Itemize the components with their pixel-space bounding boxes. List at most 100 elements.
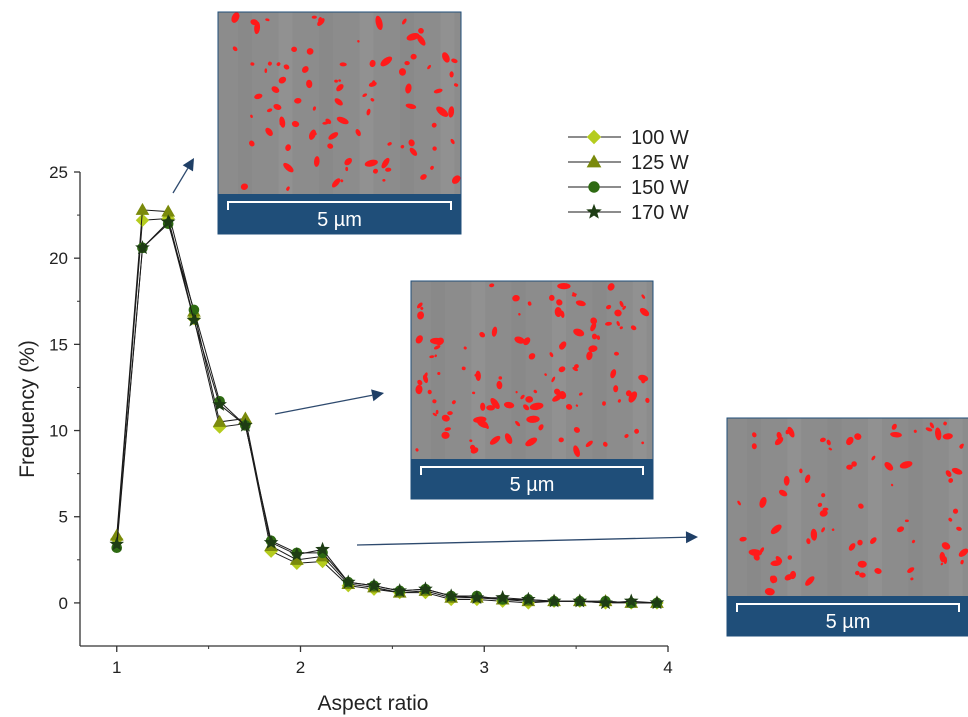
micrograph-inset: 5 µm bbox=[217, 11, 462, 235]
particle bbox=[409, 147, 418, 156]
particle bbox=[477, 419, 489, 428]
particle bbox=[941, 542, 951, 550]
particle bbox=[250, 62, 255, 66]
particle bbox=[436, 106, 449, 117]
legend: 100 W 125 W 150 W 170 W bbox=[568, 127, 689, 224]
particle bbox=[325, 118, 332, 124]
arrow-shaft bbox=[274, 394, 373, 415]
scale-bar-label: 5 µm bbox=[510, 474, 555, 496]
particle bbox=[470, 444, 476, 450]
particle bbox=[387, 142, 392, 146]
particle bbox=[828, 447, 833, 451]
particle bbox=[784, 574, 793, 581]
particle bbox=[774, 437, 784, 446]
particle bbox=[588, 345, 598, 353]
data-point bbox=[109, 536, 125, 551]
particle bbox=[410, 53, 417, 60]
particle bbox=[622, 305, 626, 310]
data-point bbox=[340, 574, 356, 589]
particle bbox=[327, 143, 334, 149]
particle bbox=[306, 79, 313, 89]
particle bbox=[805, 576, 815, 586]
particle bbox=[776, 431, 782, 440]
inset-border bbox=[410, 280, 654, 500]
scale-bar-label: 5 µm bbox=[826, 611, 871, 633]
arrow-head bbox=[685, 531, 698, 544]
legend-item: 170 W bbox=[568, 202, 689, 224]
series-line bbox=[116, 221, 658, 604]
y-tick-label: 20 bbox=[49, 249, 68, 268]
particle bbox=[614, 309, 622, 317]
particle bbox=[453, 83, 459, 87]
particle bbox=[907, 567, 915, 573]
particle bbox=[822, 507, 829, 512]
particle bbox=[344, 157, 353, 166]
particle bbox=[400, 144, 405, 149]
particle bbox=[960, 559, 964, 565]
particle bbox=[554, 307, 562, 317]
image-streak bbox=[787, 418, 802, 596]
particle bbox=[764, 588, 775, 596]
particle bbox=[417, 311, 425, 320]
data-point bbox=[135, 213, 150, 227]
scale-bar bbox=[420, 466, 644, 475]
particle bbox=[362, 93, 368, 98]
particle bbox=[370, 98, 375, 102]
particle bbox=[817, 502, 823, 507]
particle bbox=[408, 139, 415, 147]
arrow-head bbox=[371, 389, 384, 402]
particle bbox=[254, 21, 261, 35]
particle bbox=[556, 299, 563, 306]
particle bbox=[929, 422, 935, 429]
particle bbox=[267, 61, 272, 66]
particle bbox=[606, 304, 612, 310]
particle bbox=[312, 106, 316, 111]
particle bbox=[948, 478, 954, 483]
arrow-shaft bbox=[356, 536, 687, 546]
particle bbox=[496, 380, 503, 390]
particle bbox=[851, 461, 857, 467]
particle bbox=[429, 355, 435, 359]
particle bbox=[952, 508, 959, 514]
particle bbox=[596, 335, 601, 340]
image-streak bbox=[440, 12, 455, 194]
series-170-w bbox=[109, 214, 665, 610]
particle bbox=[441, 431, 450, 439]
particle bbox=[435, 409, 439, 415]
particle bbox=[573, 364, 579, 369]
particle bbox=[401, 18, 407, 25]
particle bbox=[891, 423, 897, 430]
particle bbox=[442, 52, 450, 63]
particle bbox=[614, 351, 619, 356]
particle bbox=[890, 431, 902, 438]
particle bbox=[417, 379, 423, 386]
particle bbox=[739, 536, 747, 542]
particle bbox=[778, 489, 788, 497]
particle bbox=[240, 183, 248, 190]
data-point bbox=[623, 593, 639, 608]
particle bbox=[634, 428, 640, 434]
particle bbox=[770, 560, 782, 567]
particle bbox=[525, 396, 534, 403]
particle bbox=[250, 114, 253, 118]
particle bbox=[951, 467, 963, 475]
particle bbox=[748, 549, 762, 557]
particle bbox=[848, 543, 856, 551]
particle bbox=[548, 294, 555, 301]
particle bbox=[551, 376, 556, 383]
particle bbox=[437, 371, 441, 376]
particle bbox=[266, 108, 273, 113]
data-point bbox=[186, 312, 202, 327]
particle bbox=[334, 79, 338, 83]
sem-image bbox=[727, 418, 968, 596]
particle bbox=[334, 98, 343, 106]
particle bbox=[645, 397, 650, 403]
particle bbox=[737, 500, 741, 506]
particle bbox=[572, 367, 579, 372]
image-streak bbox=[632, 281, 647, 459]
particle bbox=[617, 399, 621, 403]
particle bbox=[461, 366, 466, 371]
inset-border bbox=[217, 11, 462, 235]
particle bbox=[804, 474, 811, 483]
